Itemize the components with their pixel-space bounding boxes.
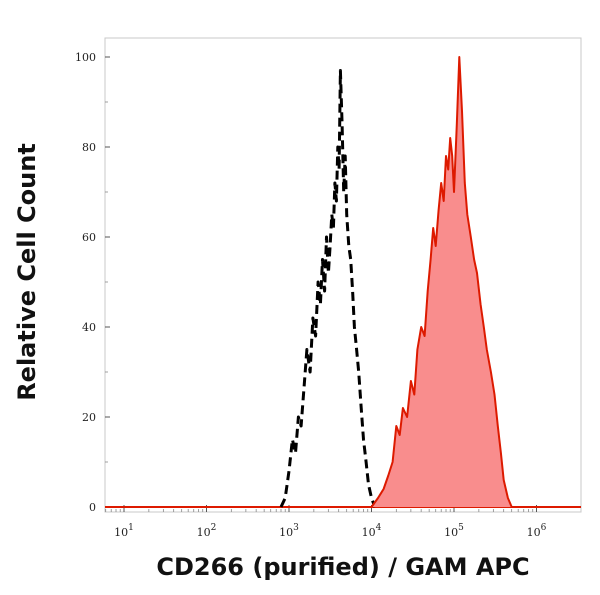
y-tick-label: 100 bbox=[75, 51, 96, 64]
x-tick-label: 105 bbox=[444, 523, 464, 539]
stained-histogram-line bbox=[370, 56, 513, 508]
stained-histogram-fill bbox=[371, 57, 512, 507]
x-tick-label: 102 bbox=[197, 523, 217, 539]
x-axis-minor-ticks bbox=[105, 509, 534, 512]
y-tick-label: 60 bbox=[82, 231, 96, 244]
plot-frame bbox=[104, 37, 582, 513]
y-axis-ticks: 0 20 40 60 80 100 bbox=[75, 51, 110, 514]
y-tick-label: 40 bbox=[82, 321, 96, 334]
y-axis-title: Relative Cell Count bbox=[13, 143, 41, 401]
control-histogram-line bbox=[279, 69, 377, 508]
x-tick-label: 104 bbox=[362, 523, 382, 539]
x-tick-label: 101 bbox=[114, 523, 134, 539]
x-axis-title: CD266 (purified) / GAM APC bbox=[156, 553, 529, 581]
series-layer bbox=[105, 56, 581, 508]
x-axis-ticks: 101 102 103 104 105 106 bbox=[114, 505, 547, 539]
x-tick-label: 106 bbox=[527, 523, 547, 539]
y-tick-label: 80 bbox=[82, 141, 96, 154]
y-tick-label: 20 bbox=[82, 411, 96, 424]
x-tick-label: 103 bbox=[279, 523, 299, 539]
y-tick-label: 0 bbox=[89, 501, 96, 514]
